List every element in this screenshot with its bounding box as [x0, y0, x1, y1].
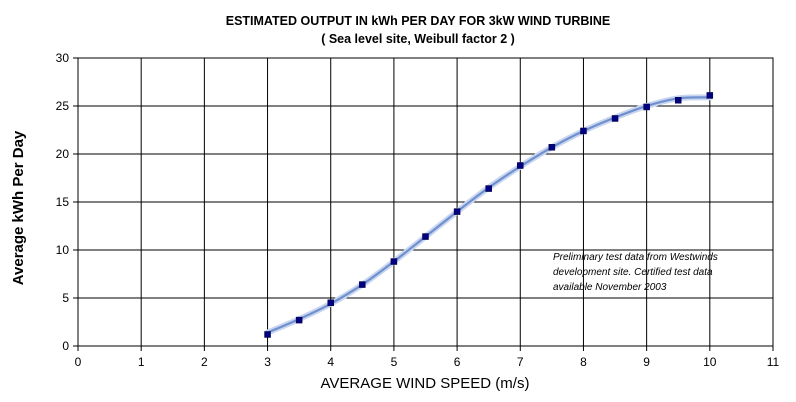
data-point	[327, 299, 334, 307]
x-tick-label: 1	[138, 355, 145, 369]
y-tick-label: 0	[62, 339, 69, 353]
x-tick-label: 4	[327, 355, 334, 369]
y-axis-label: Average kWh Per Day	[10, 130, 27, 285]
y-tick-label: 5	[62, 291, 69, 305]
x-tick-label: 8	[580, 355, 587, 369]
note-line-2: development site. Certified test data	[553, 267, 713, 278]
data-point	[580, 127, 587, 135]
trendline	[266, 96, 711, 334]
data-point	[611, 115, 619, 122]
x-tick-label: 10	[703, 355, 717, 369]
note-line-1: Preliminary test data from Westwinds	[553, 252, 718, 263]
y-tick-label: 15	[56, 195, 70, 209]
data-point	[422, 233, 429, 240]
data-point	[517, 162, 524, 169]
note-line-3: available November 2003	[553, 282, 667, 293]
x-axis-label: AVERAGE WIND SPEED (m/s)	[321, 375, 530, 392]
chart-subtitle: ( Sea level site, Weibull factor 2 )	[321, 32, 515, 46]
data-point	[264, 331, 271, 338]
data-point	[485, 185, 492, 192]
x-tick-label: 6	[454, 355, 461, 369]
x-axis-ticks: 0 1 2 3 4 5 6 7 8 9 10 11	[75, 346, 780, 369]
x-tick-label: 11	[767, 355, 780, 369]
data-point	[359, 281, 366, 288]
data-point	[706, 92, 714, 99]
trendline-halo	[264, 94, 713, 336]
y-tick-label: 10	[56, 243, 70, 257]
x-tick-label: 2	[201, 355, 208, 369]
data-point	[548, 144, 556, 151]
data-point	[390, 258, 398, 265]
chart-title: ESTIMATED OUTPUT IN kWh PER DAY FOR 3kW …	[226, 14, 611, 28]
data-point	[643, 103, 650, 111]
data-point	[674, 96, 682, 104]
x-tick-label: 3	[264, 355, 271, 369]
y-tick-label: 30	[56, 51, 70, 65]
x-tick-label: 5	[391, 355, 398, 369]
y-tick-label: 25	[56, 99, 70, 113]
test-data-note: Preliminary test data from Westwinds dev…	[553, 252, 721, 293]
data-points	[264, 92, 714, 338]
y-axis-ticks: 0 5 10 15 20 25 30	[56, 51, 78, 353]
x-tick-label: 7	[517, 355, 524, 369]
x-tick-label: 0	[75, 355, 82, 369]
x-tick-label: 9	[643, 355, 650, 369]
gridlines	[78, 58, 773, 346]
data-point	[295, 316, 303, 324]
data-point	[453, 208, 461, 215]
y-tick-label: 20	[56, 147, 70, 161]
